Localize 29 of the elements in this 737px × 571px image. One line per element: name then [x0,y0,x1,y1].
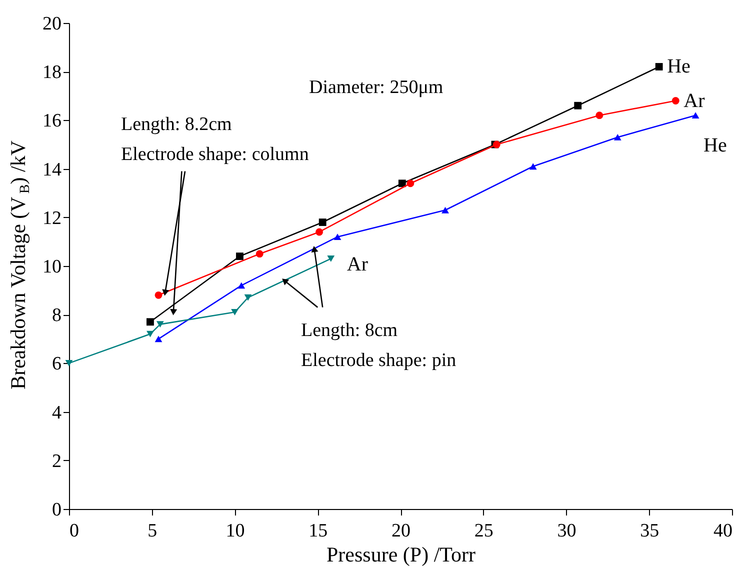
x-tick-label: 25 [474,520,494,542]
y-tick-label: 0 [52,500,62,520]
x-tick-label: 30 [557,520,576,542]
x-tick-label: 0 [70,520,79,542]
x-axis-title: Pressure (P) /Torr [326,542,476,566]
series-label: Ar [684,90,706,112]
y-tick-label: 14 [42,159,62,180]
x-tick-label: 35 [640,520,660,542]
y-tick-label: 16 [42,110,62,132]
x-tick-label: 20 [392,520,410,542]
annotation: Length: 8cm Electrode shape: pin [301,320,457,371]
y-tick-label: 18 [42,62,62,84]
x-tick-label: 10 [226,520,245,542]
x-tick-label: 15 [308,520,328,542]
y-tick-label: 6 [52,354,62,375]
series-label: He [704,134,727,156]
series-label: Ar [346,254,368,276]
y-tick-label: 12 [42,208,62,229]
y-axis-title: Breakdown Voltage (VB) /kV [6,140,33,390]
y-tick-label: 4 [52,402,62,424]
annotation: Length: 8.2cm Electrode shape: column [121,114,310,165]
x-tick-label: 40 [714,520,732,542]
series-label: He [667,56,691,78]
annotation: Diameter: 250μm [309,77,444,98]
x-tick-label: 5 [148,520,158,542]
y-tick-label: 10 [42,256,62,278]
y-tick-label: 8 [52,305,62,326]
y-tick-label: 20 [42,14,62,34]
y-tick-label: 2 [52,450,62,472]
